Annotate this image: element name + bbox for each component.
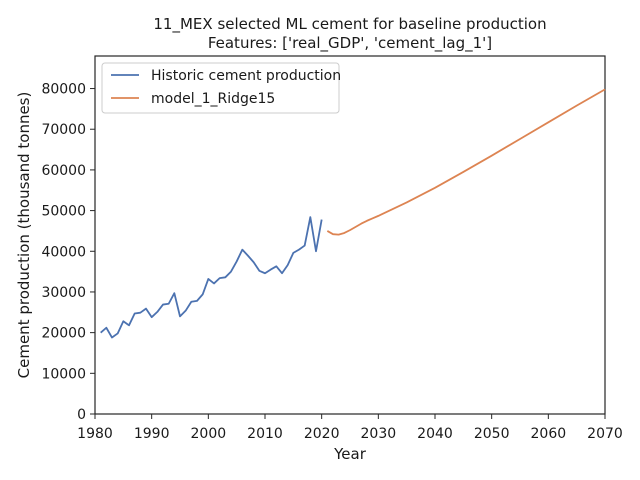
y-tick-label: 70000 [41, 122, 86, 138]
x-tick-label: 2030 [361, 426, 397, 442]
plot-area [94, 55, 606, 415]
y-tick-label: 30000 [41, 285, 86, 301]
series-layer [100, 88, 606, 339]
y-tick-label: 50000 [41, 204, 86, 220]
x-axis: 1980 1990 2000 2010 2020 2030 2040 2050 2060 2070 [77, 414, 623, 442]
x-tick-label: 2000 [191, 426, 227, 442]
x-tick-label: 2070 [587, 426, 623, 442]
x-tick-label: 1980 [77, 426, 113, 442]
x-axis-label: Year [333, 445, 367, 463]
x-tick-label: 2010 [247, 426, 283, 442]
series-line-1 [326, 88, 606, 236]
legend: Historic cement production model_1_Ridge… [101, 62, 341, 114]
legend-label-historic: Historic cement production [151, 68, 341, 84]
chart-subtitle: Features: ['real_GDP', 'cement_lag_1'] [208, 34, 492, 53]
x-tick-label: 2060 [531, 426, 567, 442]
x-tick-label: 1990 [134, 426, 170, 442]
legend-box [101, 62, 340, 114]
legend-label-model: model_1_Ridge15 [151, 91, 275, 107]
series-line-0 [100, 216, 323, 339]
y-tick-label: 20000 [41, 326, 86, 342]
y-tick-label: 0 [77, 407, 86, 423]
y-axis-label: Cement production (thousand tonnes) [15, 92, 33, 379]
chart-title: 11_MEX selected ML cement for baseline p… [153, 15, 546, 34]
y-axis: 0 10000 20000 30000 40000 50000 60000 70000 8000… [41, 82, 95, 423]
y-tick-label: 80000 [41, 82, 86, 98]
y-tick-label: 10000 [41, 366, 86, 382]
y-tick-label: 60000 [41, 163, 86, 179]
x-tick-label: 2050 [474, 426, 510, 442]
x-tick-label: 2020 [304, 426, 340, 442]
y-tick-label: 40000 [41, 244, 86, 260]
x-tick-label: 2040 [417, 426, 453, 442]
